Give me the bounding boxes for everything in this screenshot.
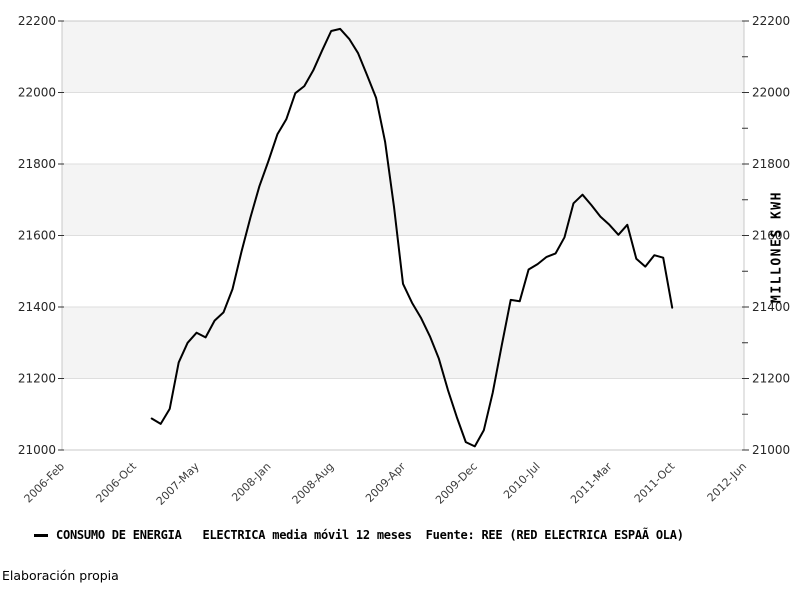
y-tick-label: 21400 (18, 300, 56, 314)
y-tick-label: 22200 (18, 14, 56, 28)
legend-line-sample-icon (34, 533, 48, 537)
x-tick-label: 2011-Mar (568, 460, 615, 507)
attribution-note: Elaboración propia (2, 568, 119, 583)
y-tick-label: 21200 (18, 372, 56, 386)
x-tick-label: 2006-Feb (22, 460, 68, 506)
y-tick-label: 22200 (752, 14, 790, 28)
y-tick-label: 22000 (18, 86, 56, 100)
plot-band (62, 307, 744, 379)
y-axis-labels-left: 21000 21200 21400 21600 21800 22000 22200 (18, 14, 56, 457)
consumption-series-line (150, 27, 674, 448)
y-tick-label: 21000 (752, 443, 790, 457)
plot-band (62, 21, 744, 93)
y-ticks (58, 20, 749, 451)
x-tick-label: 2011-Oct (632, 459, 678, 505)
x-tick-label: 2008-Aug (290, 460, 337, 507)
y-tick-label: 21800 (752, 157, 790, 171)
x-tick-label: 2008-Jan (229, 460, 273, 504)
x-tick-label: 2010-Jul (501, 460, 543, 502)
x-tick-label: 2009-Apr (363, 460, 408, 505)
right-axis-title: MILLONES KWH (769, 191, 785, 303)
legend-label: CONSUMO DE ENERGIA ELECTRICA media móvil… (56, 528, 684, 542)
y-axis-labels-right: 21000 21200 21400 21600 21800 22000 22200 (752, 14, 790, 457)
y-tick-label: 22000 (752, 86, 790, 100)
y-tick-label: 21800 (18, 157, 56, 171)
x-tick-label: 2009-Dec (433, 460, 480, 507)
y-tick-label: 21600 (18, 229, 56, 243)
x-tick-label: 2007-May (154, 460, 202, 508)
y-tick-label: 21200 (752, 372, 790, 386)
plot-band (62, 164, 744, 236)
x-tick-label: 2012-Jun (705, 460, 749, 504)
data-series (150, 27, 674, 448)
y-tick-label: 21600 (752, 229, 790, 243)
y-tick-label: 21400 (752, 300, 790, 314)
plot-bands (62, 21, 744, 379)
x-tick-label: 2006-Oct (93, 459, 139, 505)
legend: CONSUMO DE ENERGIA ELECTRICA media móvil… (34, 528, 684, 542)
y-tick-label: 21000 (18, 443, 56, 457)
x-axis-labels: 2006-Feb 2006-Oct 2007-May 2008-Jan 2008-Aug… (22, 459, 750, 507)
